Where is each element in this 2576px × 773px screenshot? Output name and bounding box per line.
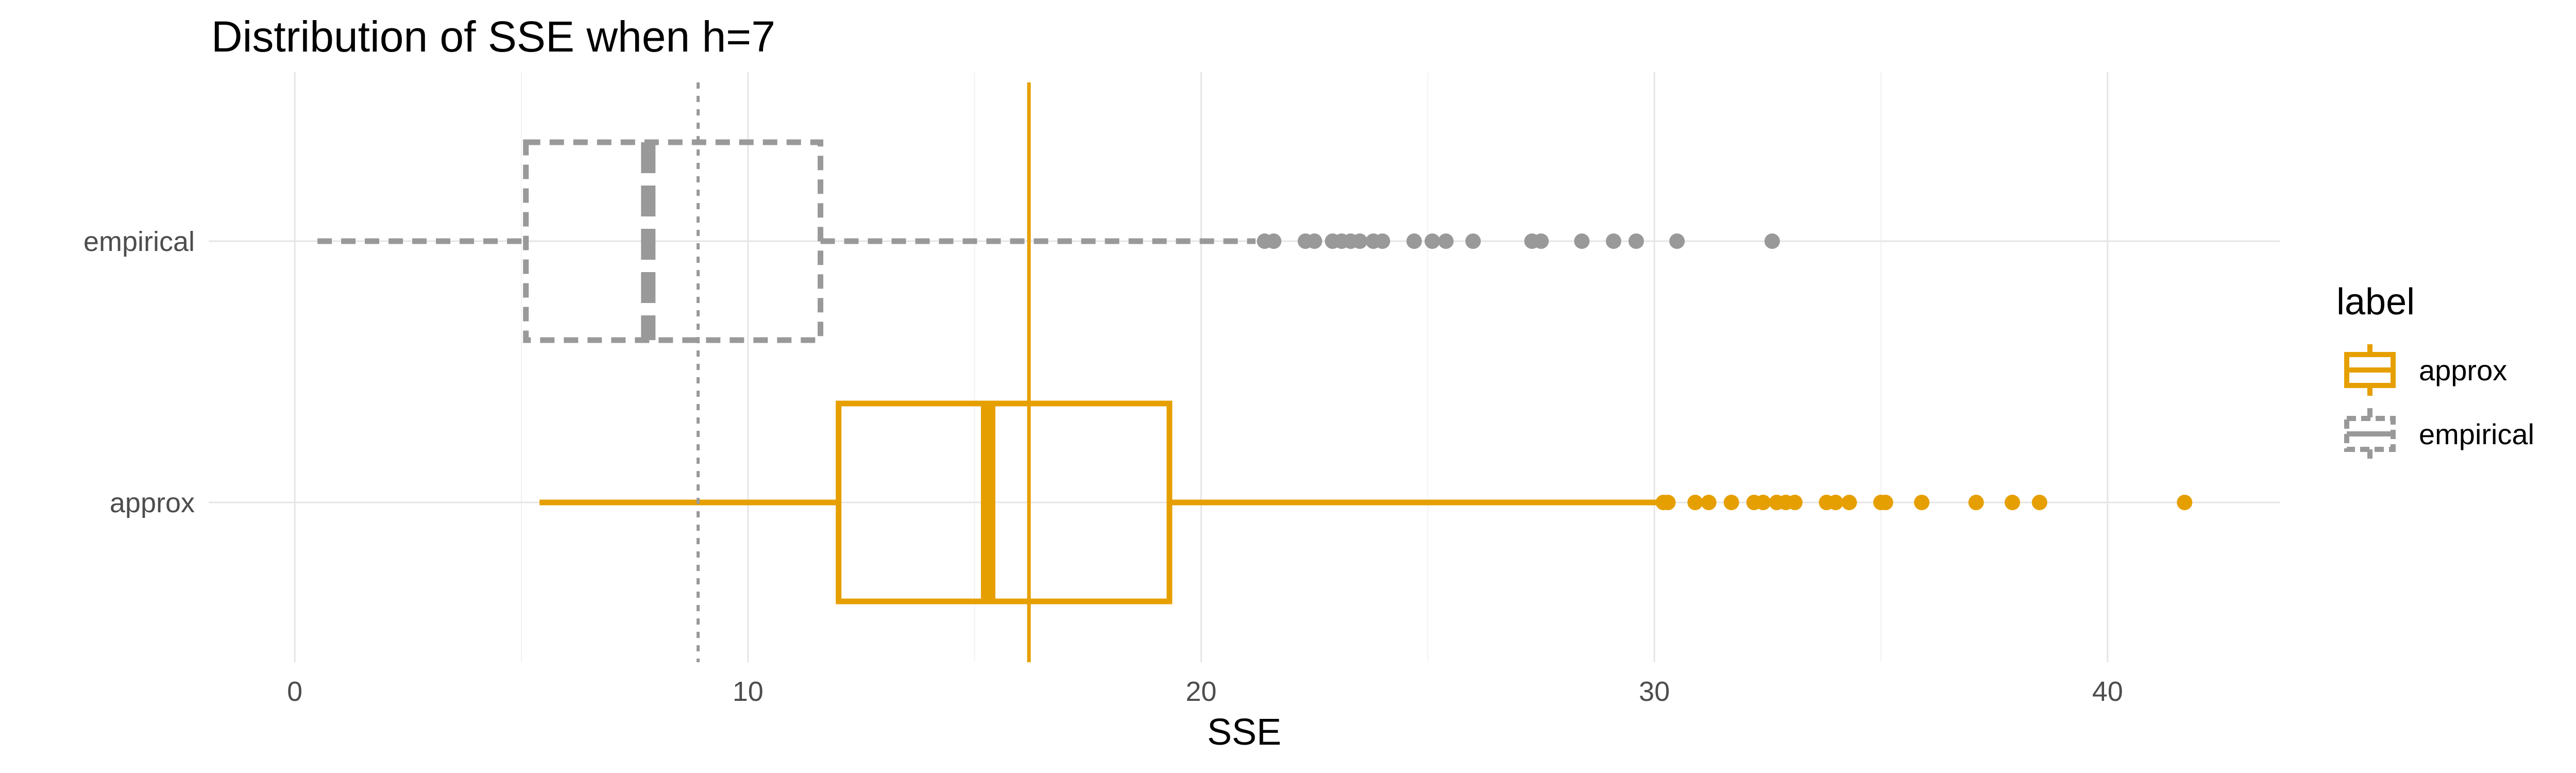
legend: label approx empirical [2336,281,2534,460]
outlier-point [1425,233,1440,249]
x-tick-label: 20 [1185,676,1216,707]
outlier-point [1352,233,1368,249]
outlier-point [1574,233,1590,249]
box-iqr [836,400,1173,604]
outlier-point [1787,495,1803,510]
outlier-point [1764,233,1780,249]
box-iqr [523,139,824,343]
boxplot-approx [539,400,2193,604]
grid-lines [209,72,2280,662]
boxplot-empirical [317,139,1780,343]
outlier-point [2177,495,2193,510]
legend-key-empirical [2344,408,2396,460]
outlier-point [1687,495,1703,510]
legend-label-empirical: empirical [2419,418,2534,450]
x-tick-label: 10 [733,676,764,707]
outlier-point [1438,233,1454,249]
outlier-point [1701,495,1717,510]
x-tick-label: 0 [287,676,302,707]
x-axis-title: SSE [1207,712,1281,753]
x-tick-label: 30 [1639,676,1670,707]
legend-key-approx [2344,344,2396,396]
outlier-point [1605,233,1621,249]
outlier-point [1628,233,1644,249]
legend-title: label [2336,281,2415,323]
outlier-point [1660,495,1676,510]
outlier-point [1827,495,1843,510]
outlier-point [1533,233,1549,249]
y-axis-ticks: empirical approx [83,226,195,518]
outlier-point [1723,495,1739,510]
outlier-point [1841,495,1857,510]
outlier-point [1465,233,1481,249]
outlier-point [2031,495,2047,510]
outlier-point [1375,233,1391,249]
x-axis-ticks: 0 10 20 30 40 [287,676,2123,707]
outlier-point [2005,495,2021,510]
chart-title: Distribution of SSE when h=7 [211,12,775,61]
outlier-point [1307,233,1323,249]
legend-label-approx: approx [2419,354,2507,386]
y-tick-label: approx [110,488,195,518]
x-tick-label: 40 [2092,676,2123,707]
outlier-point [1669,233,1685,249]
outlier-point [1266,233,1282,249]
outlier-point [1968,495,1984,510]
box-series [317,139,2193,604]
outlier-point [1755,495,1771,510]
outlier-point [1877,495,1893,510]
outlier-point [1406,233,1422,249]
reference-lines [697,82,1031,662]
outlier-point [1914,495,1930,510]
y-tick-label: empirical [83,226,195,257]
